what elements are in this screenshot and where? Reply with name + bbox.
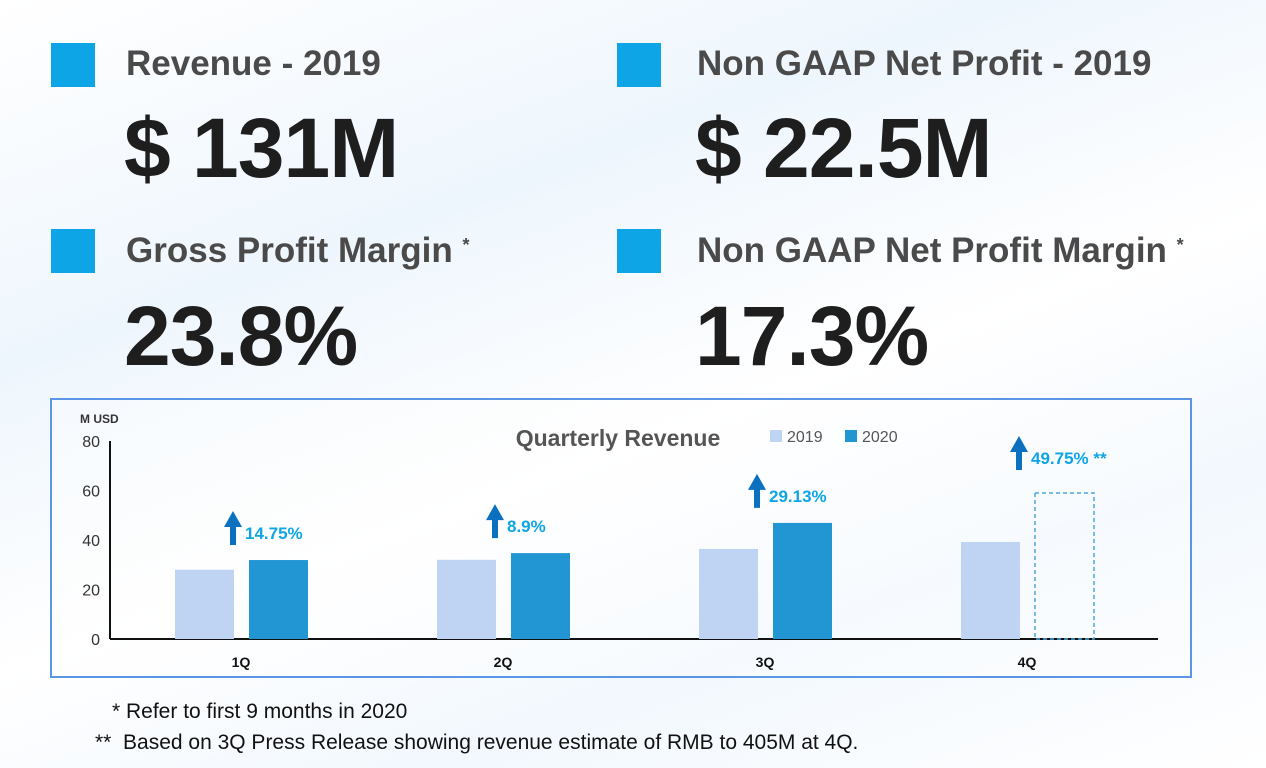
bullet-square-icon	[617, 229, 661, 273]
chart-title: Quarterly Revenue	[516, 425, 721, 451]
bar-2019-4Q	[961, 541, 1020, 639]
bar-2019-1Q	[175, 569, 234, 639]
growth-arrow-icon	[1010, 436, 1028, 470]
growth-arrow-icon	[486, 504, 504, 539]
kpi-value: $ 22.5M	[695, 101, 993, 195]
growth-label: 29.13%	[769, 487, 827, 506]
y-tick-label: 60	[82, 484, 100, 501]
y-axis-label: M USD	[80, 412, 119, 426]
x-tick-label: 4Q	[1018, 654, 1037, 670]
bar-2020-1Q	[249, 560, 308, 639]
x-tick-label: 1Q	[232, 654, 251, 670]
bar-2019-3Q	[699, 548, 758, 639]
legend: 2019 2020	[770, 429, 898, 446]
x-tick-label: 2Q	[494, 654, 513, 670]
footnote-2: ** Based on 3Q Press Release showing rev…	[95, 731, 859, 754]
legend-label-2020: 2020	[862, 429, 898, 446]
kpi-title-wrap: Gross Profit Margin *	[126, 231, 469, 271]
growth-arrow-icon	[224, 511, 242, 546]
x-tick-label: 3Q	[756, 654, 775, 670]
growth-label: 49.75% **	[1031, 449, 1107, 468]
bar-2020-2Q	[511, 553, 570, 639]
bar-2020-4Q	[1034, 492, 1095, 640]
kpi-title-wrap: Non GAAP Net Profit Margin *	[697, 231, 1184, 271]
bar-2020-3Q	[773, 522, 832, 639]
kpi-title: Gross Profit Margin	[126, 231, 453, 270]
kpi-title: Non GAAP Net Profit - 2019	[697, 44, 1152, 83]
y-tick-label: 80	[82, 434, 100, 451]
y-tick-label: 40	[82, 533, 100, 550]
growth-label: 8.9%	[507, 517, 546, 536]
y-tick-label: 0	[91, 632, 100, 649]
growth-label: 14.75%	[245, 524, 303, 543]
legend-swatch-2020	[845, 430, 857, 442]
kpi-title: Non GAAP Net Profit Margin	[697, 231, 1167, 270]
kpi-title: Revenue - 2019	[126, 44, 381, 83]
bullet-square-icon	[51, 43, 95, 87]
legend-swatch-2019	[770, 430, 782, 442]
legend-label-2019: 2019	[787, 429, 823, 446]
footnote-1: * Refer to first 9 months in 2020	[112, 700, 408, 723]
growth-arrow-icon	[748, 473, 766, 508]
y-tick-label: 20	[82, 583, 100, 600]
bullet-square-icon	[51, 229, 95, 273]
kpi-value: $ 131M	[124, 101, 399, 195]
kpi-value: 17.3%	[695, 289, 929, 383]
footnote-mark: *	[462, 235, 470, 255]
kpi-value: 23.8%	[124, 289, 358, 383]
bullet-square-icon	[617, 43, 661, 87]
bar-2019-2Q	[437, 559, 496, 639]
footnote-mark: *	[1176, 235, 1184, 255]
